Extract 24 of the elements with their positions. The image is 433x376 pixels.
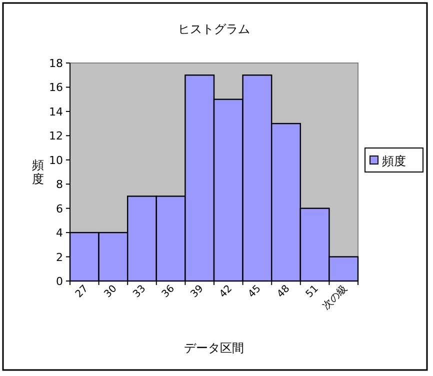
- x-tick-label: 48: [275, 283, 292, 300]
- x-tick-label: 36: [160, 283, 177, 300]
- x-tick-label: 45: [246, 283, 264, 300]
- x-axis-title: データ区間: [184, 341, 244, 355]
- y-tick-label: 16: [49, 81, 63, 94]
- y-axis-title: 頻度: [32, 158, 44, 186]
- y-tick-label: 6: [56, 202, 63, 216]
- y-tick-label: 14: [49, 105, 63, 118]
- y-tick-label: 2: [56, 250, 63, 264]
- y-tick-label: 10: [49, 154, 63, 167]
- x-tick-label: 27: [74, 283, 91, 300]
- y-tick-label: 4: [56, 226, 63, 240]
- y-tick-label: 8: [56, 178, 63, 192]
- x-tick-label: 42: [218, 283, 235, 300]
- x-tick-label: 51: [304, 283, 321, 300]
- x-tick-label: 39: [188, 283, 206, 300]
- x-tick-label: 30: [102, 283, 120, 300]
- legend-label: 頻度: [382, 154, 406, 168]
- y-tick-label: 0: [56, 275, 63, 288]
- chart-title: ヒストグラム: [178, 22, 250, 36]
- y-tick-label: 12: [49, 130, 63, 143]
- y-tick-label: 18: [49, 57, 63, 70]
- x-tick-label: 33: [131, 283, 148, 300]
- x-tick-label: 次の級: [320, 283, 350, 312]
